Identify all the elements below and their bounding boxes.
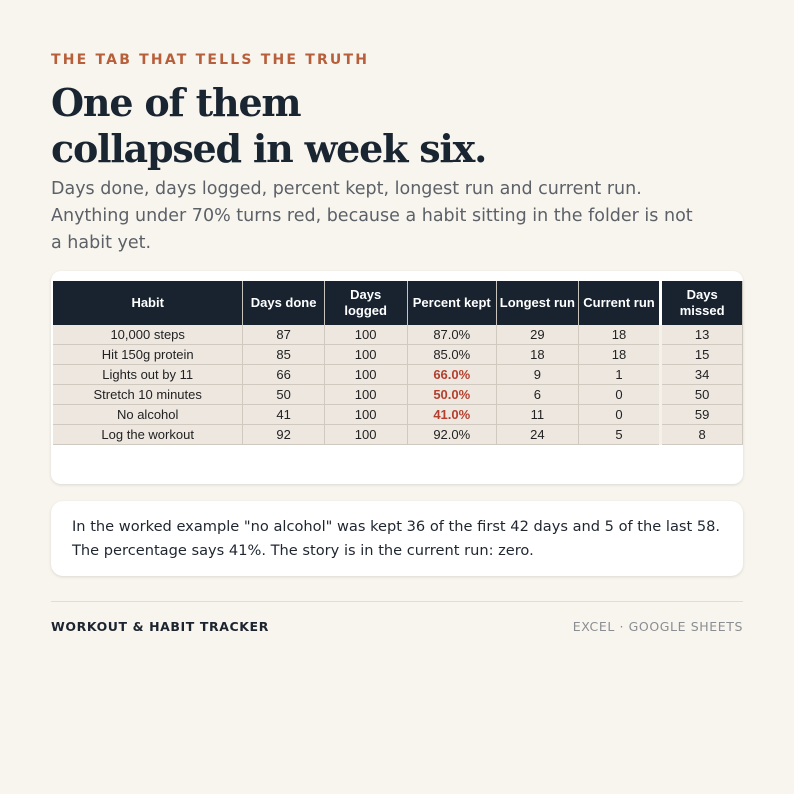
table-row: Hit 150g protein 85 100 85.0% 18 18 15: [53, 344, 743, 365]
cell-days-done: 50: [242, 384, 325, 405]
cell-longest-run: 24: [496, 424, 579, 445]
cell-days-missed: 8: [660, 424, 743, 445]
table-row: No alcohol 41 100 41.0% 11 0 59: [53, 404, 743, 425]
headline-line-2: collapsed in week six.: [51, 126, 487, 171]
habit-table: Habit Days done Days logged Percent kept…: [53, 281, 743, 445]
cell-percent-kept: 41.0%: [407, 404, 498, 425]
cell-current-run: 18: [578, 344, 663, 365]
cell-days-missed: 13: [660, 325, 743, 345]
callout-note: In the worked example "no alcohol" was k…: [51, 501, 743, 576]
col-header-habit: Habit: [53, 281, 244, 325]
cell-habit: No alcohol: [53, 404, 244, 425]
cell-percent-kept: 66.0%: [407, 364, 498, 385]
cell-habit: 10,000 steps: [53, 325, 244, 345]
cell-days-missed: 59: [660, 404, 743, 425]
cell-current-run: 5: [578, 424, 663, 445]
cell-habit: Hit 150g protein: [53, 344, 244, 365]
cell-habit: Log the workout: [53, 424, 244, 445]
cell-days-logged: 100: [324, 325, 408, 345]
cell-percent-kept: 85.0%: [407, 344, 498, 365]
cell-days-missed: 15: [660, 344, 743, 365]
col-header-days-logged: Days logged: [324, 281, 408, 325]
table-row: 10,000 steps 87 100 87.0% 29 18 13: [53, 325, 743, 345]
cell-days-logged: 100: [324, 424, 408, 445]
spreadsheet-card: Habit Days done Days logged Percent kept…: [51, 271, 743, 484]
cell-longest-run: 18: [496, 344, 579, 365]
footer-divider: [51, 601, 743, 602]
cell-current-run: 0: [578, 404, 663, 425]
cell-days-missed: 50: [660, 384, 743, 405]
cell-days-logged: 100: [324, 364, 408, 385]
cell-days-done: 66: [242, 364, 325, 385]
cell-current-run: 0: [578, 384, 663, 405]
cell-percent-kept: 50.0%: [407, 384, 498, 405]
footer-product-name: WORKOUT & HABIT TRACKER: [51, 619, 269, 634]
cell-days-done: 92: [242, 424, 325, 445]
callout-text: In the worked example "no alcohol" was k…: [72, 518, 721, 559]
cell-habit: Stretch 10 minutes: [53, 384, 244, 405]
cell-days-logged: 100: [324, 404, 408, 425]
cell-longest-run: 11: [496, 404, 579, 425]
table-row: Log the workout 92 100 92.0% 24 5 8: [53, 424, 743, 445]
col-header-current-run: Current run: [578, 281, 663, 325]
col-header-longest-run: Longest run: [496, 281, 579, 325]
cell-days-logged: 100: [324, 344, 408, 365]
cell-percent-kept: 87.0%: [407, 325, 498, 345]
cell-days-missed: 34: [660, 364, 743, 385]
table-row: Lights out by 11 66 100 66.0% 9 1 34: [53, 364, 743, 385]
cell-days-logged: 100: [324, 384, 408, 405]
eyebrow: THE TAB THAT TELLS THE TRUTH: [51, 52, 370, 68]
headline-line-1: One of them: [51, 80, 302, 125]
lead-paragraph: Days done, days logged, percent kept, lo…: [51, 179, 693, 253]
cell-longest-run: 6: [496, 384, 579, 405]
cell-current-run: 18: [578, 325, 663, 345]
cell-days-done: 87: [242, 325, 325, 345]
col-header-days-missed-text: Days missed: [679, 287, 725, 318]
cell-habit: Lights out by 11: [53, 364, 244, 385]
col-header-days-done: Days done: [242, 281, 325, 325]
col-header-days-missed: Days missed: [660, 281, 743, 325]
footer-platforms: EXCEL · GOOGLE SHEETS: [572, 619, 743, 634]
cell-percent-kept: 92.0%: [407, 424, 498, 445]
headline: One of them collapsed in week six.: [51, 80, 751, 172]
table-row: Stretch 10 minutes 50 100 50.0% 6 0 50: [53, 384, 743, 405]
cell-current-run: 1: [578, 364, 663, 385]
cell-days-done: 85: [242, 344, 325, 365]
cell-longest-run: 9: [496, 364, 579, 385]
cell-days-done: 41: [242, 404, 325, 425]
header-row: Habit Days done Days logged Percent kept…: [53, 281, 743, 325]
col-header-days-logged-text: Days logged: [344, 287, 387, 318]
col-header-percent-kept: Percent kept: [407, 281, 498, 325]
cell-longest-run: 29: [496, 325, 579, 345]
